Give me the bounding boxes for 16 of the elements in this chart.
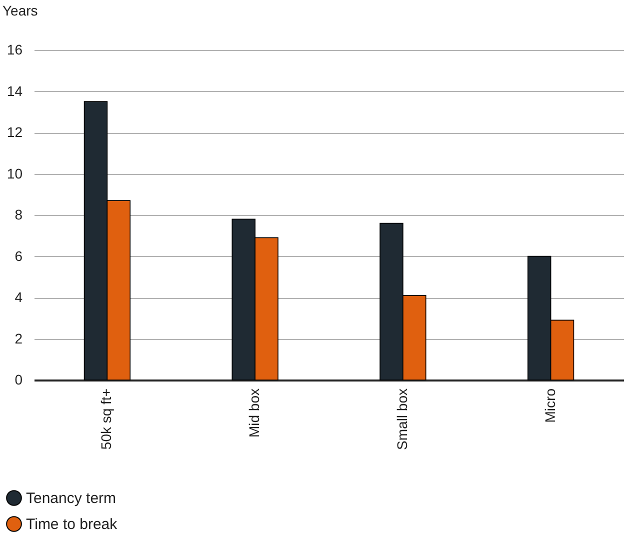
y-tick-label: 2 [14,330,23,346]
y-tick-label: 6 [14,248,23,264]
y-tick-label: 8 [14,206,23,222]
x-tick-label: 50k sq ft+ [98,388,114,450]
x-tick-label: Mid box [246,388,262,438]
legend-label: Time to break [26,516,118,533]
y-tick-label: 12 [6,124,23,140]
y-tick-label: 14 [6,82,23,99]
x-tick-label: Micro [542,388,558,423]
y-tick-label: 0 [14,372,23,388]
y-tick-label: 4 [14,289,23,305]
legend-label: Tenancy term [26,490,116,507]
y-tick-label: 10 [6,165,23,182]
y-axis-title: Years [2,2,38,18]
x-tick-label: Small box [394,388,410,450]
y-tick-label: 16 [6,42,23,58]
